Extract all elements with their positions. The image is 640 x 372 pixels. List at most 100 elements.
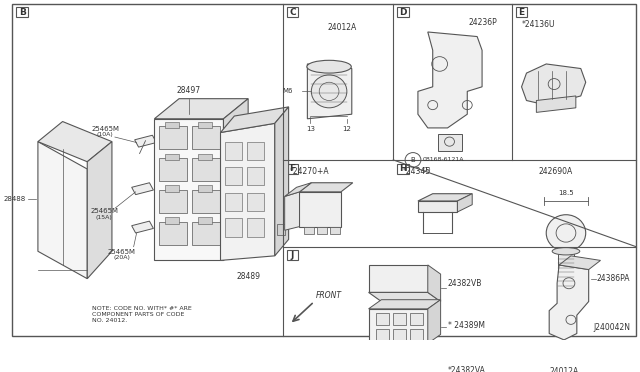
Text: B: B: [411, 157, 415, 163]
Polygon shape: [438, 134, 462, 151]
Polygon shape: [369, 309, 428, 344]
Polygon shape: [38, 142, 87, 279]
Polygon shape: [307, 64, 352, 119]
Text: 13: 13: [306, 126, 315, 132]
Bar: [376, 313, 389, 325]
Text: 08168-6121A: 08168-6121A: [423, 157, 465, 163]
Bar: [247, 142, 264, 160]
Bar: [225, 193, 242, 211]
Bar: [225, 218, 242, 237]
Bar: [287, 7, 298, 17]
Text: (1): (1): [423, 167, 431, 172]
Text: 24236P: 24236P: [468, 18, 497, 27]
Bar: [192, 222, 220, 245]
Text: C: C: [289, 8, 296, 17]
Text: * 24389M: * 24389M: [447, 321, 484, 330]
Text: B: B: [19, 8, 26, 17]
Bar: [287, 250, 298, 260]
Bar: [159, 126, 187, 149]
Text: NOTE: CODE NO. WITH* #* ARE
COMPONENT PARTS OF CODE
NO. 24012.: NOTE: CODE NO. WITH* #* ARE COMPONENT PA…: [92, 306, 192, 323]
Bar: [228, 132, 240, 153]
Text: (15A): (15A): [95, 215, 113, 220]
Polygon shape: [87, 142, 112, 279]
Bar: [192, 158, 220, 181]
Text: H: H: [399, 164, 407, 173]
Bar: [192, 126, 220, 149]
Bar: [391, 357, 401, 368]
Bar: [247, 167, 264, 186]
Bar: [418, 201, 458, 212]
Text: 25465M: 25465M: [90, 208, 118, 214]
Bar: [300, 192, 341, 227]
Bar: [247, 193, 264, 211]
Polygon shape: [285, 183, 311, 196]
Bar: [225, 167, 242, 186]
Polygon shape: [549, 265, 589, 340]
Bar: [247, 218, 264, 237]
Ellipse shape: [307, 60, 351, 73]
Polygon shape: [154, 99, 248, 119]
Polygon shape: [522, 64, 586, 105]
Bar: [397, 7, 409, 17]
Polygon shape: [223, 99, 248, 260]
Text: E: E: [518, 8, 525, 17]
Bar: [393, 313, 406, 325]
Bar: [305, 227, 314, 234]
Polygon shape: [221, 107, 289, 132]
Polygon shape: [536, 96, 576, 112]
Bar: [317, 227, 327, 234]
Bar: [159, 190, 187, 213]
Ellipse shape: [552, 248, 580, 255]
Bar: [410, 329, 423, 341]
Text: J: J: [291, 251, 294, 260]
Polygon shape: [132, 183, 154, 195]
Polygon shape: [369, 300, 440, 309]
Polygon shape: [285, 192, 300, 230]
Bar: [404, 357, 414, 368]
Bar: [165, 218, 179, 224]
Bar: [397, 164, 409, 174]
Polygon shape: [418, 194, 472, 201]
Text: 25465M: 25465M: [108, 248, 136, 254]
Text: FRONT: FRONT: [316, 291, 342, 300]
Bar: [225, 142, 242, 160]
Text: 24382VB: 24382VB: [447, 279, 482, 288]
Polygon shape: [554, 344, 584, 361]
Circle shape: [546, 215, 586, 251]
Bar: [165, 186, 179, 192]
Polygon shape: [134, 135, 156, 147]
Text: D: D: [399, 8, 407, 17]
Circle shape: [311, 75, 347, 108]
Polygon shape: [428, 300, 440, 344]
Bar: [287, 164, 298, 174]
Bar: [228, 202, 240, 222]
Bar: [198, 122, 212, 128]
Bar: [330, 227, 340, 234]
Bar: [228, 167, 240, 187]
Text: 25465M: 25465M: [91, 126, 119, 132]
Text: *24270+A: *24270+A: [290, 167, 329, 176]
Bar: [378, 357, 388, 368]
Text: 24012A: 24012A: [549, 367, 579, 372]
Polygon shape: [374, 341, 445, 355]
Polygon shape: [418, 32, 482, 128]
Text: 242690A: 242690A: [539, 167, 573, 176]
Bar: [417, 371, 427, 372]
Polygon shape: [374, 350, 433, 372]
Text: *24136U: *24136U: [522, 20, 555, 29]
Text: *24345: *24345: [403, 167, 431, 176]
Bar: [378, 371, 388, 372]
Bar: [404, 371, 414, 372]
Bar: [165, 154, 179, 160]
Bar: [192, 190, 220, 213]
Bar: [516, 7, 527, 17]
Text: J240042N: J240042N: [593, 323, 630, 332]
Text: 28497: 28497: [177, 86, 201, 95]
Bar: [198, 218, 212, 224]
Bar: [376, 329, 389, 341]
Polygon shape: [132, 221, 154, 233]
Text: 28489: 28489: [236, 272, 260, 281]
Bar: [276, 224, 285, 235]
Text: (10A): (10A): [97, 132, 113, 138]
Text: F: F: [289, 164, 296, 173]
